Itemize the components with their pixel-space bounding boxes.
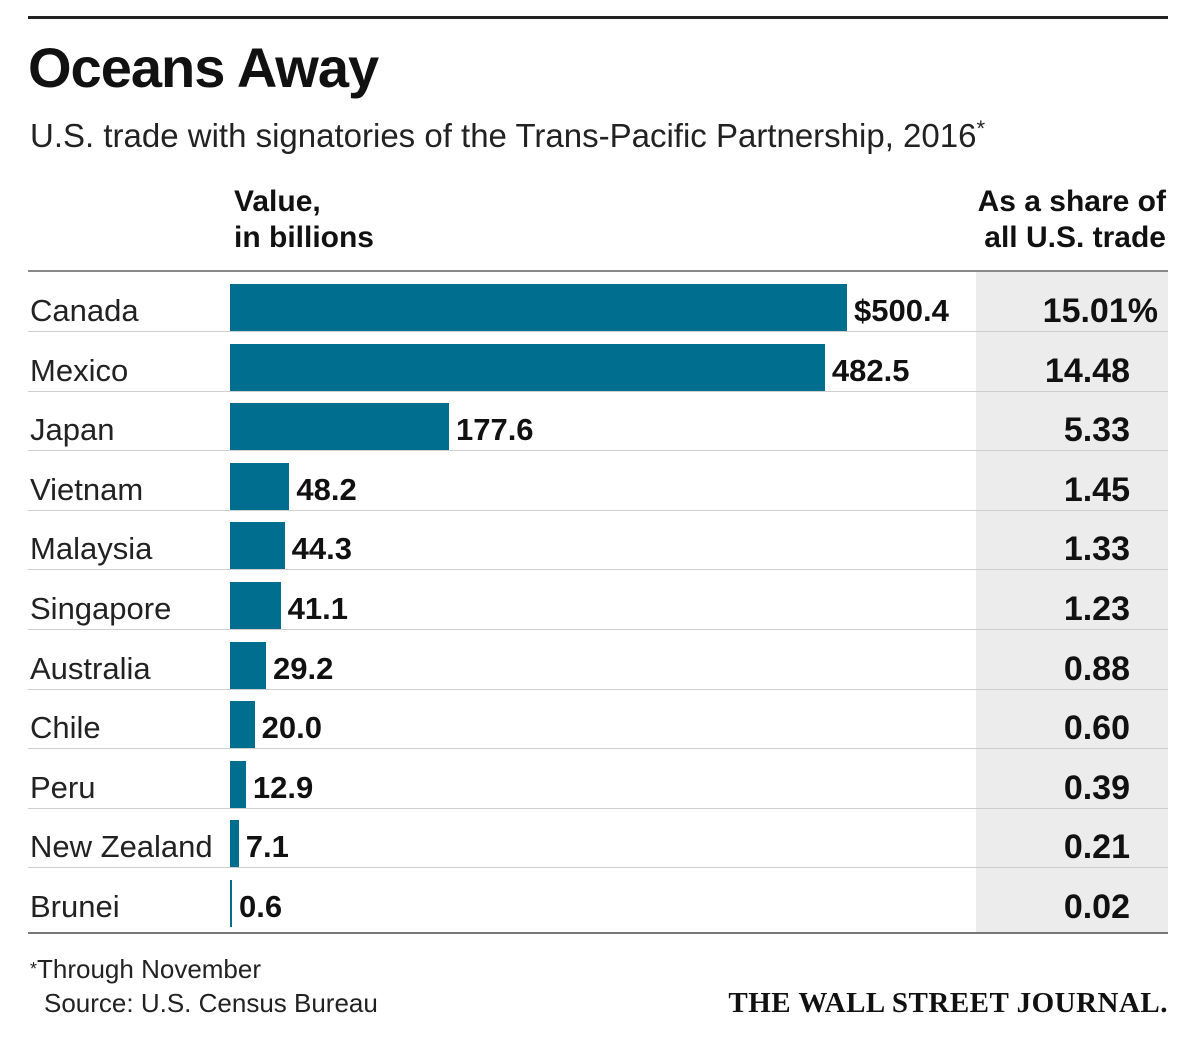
chart-row: Chile 20.0 0.60 [28,689,1168,750]
bottom-rule [28,932,1168,934]
bar [230,522,285,570]
category-label: Vietnam [30,471,144,507]
category-label: Japan [30,412,115,448]
value-label: 29.2 [273,650,334,686]
share-label: 1.23 [1063,590,1130,628]
bar [230,284,847,331]
chart-row: Mexico 482.5 14.48 [28,332,1168,392]
chart-row: New Zealand 7.1 0.21 [28,808,1168,869]
share-label: 5.33 [1063,411,1130,450]
chart-row: Japan 177.6 5.33 [28,391,1168,452]
value-column-header: Value, in billions [234,184,374,256]
category-label: Singapore [30,591,172,626]
category-label: Peru [30,769,96,805]
value-label: $500.4 [854,293,949,328]
source-line: Source: U.S. Census Bureau [44,988,378,1018]
share-label: 1.45 [1063,470,1130,509]
value-header-line2: in billions [234,221,374,254]
subtitle-text: U.S. trade with signatories of the Trans… [30,117,977,154]
chart-row: Canada $500.4 15.01% [28,272,1168,332]
value-label: 0.6 [239,889,283,924]
share-header-line1: As a share of [977,185,1166,218]
value-label: 41.1 [287,591,349,626]
share-label: 0.02 [1063,888,1130,926]
chart-row: Australia 29.2 0.88 [28,630,1168,690]
chart-row: Vietnam 48.2 1.45 [28,451,1168,511]
bar [230,701,255,749]
share-column-header: As a share of all U.S. trade [976,184,1166,256]
value-label: 48.2 [296,471,357,507]
bar [230,641,266,689]
category-label: Malaysia [30,531,153,567]
bar [230,820,239,868]
value-label: 7.1 [245,829,289,865]
chart-row: Peru 12.9 0.39 [28,749,1168,809]
subtitle-footnote-mark: * [976,116,986,141]
share-label: 14.48 [1044,351,1130,390]
category-label: Chile [30,710,101,746]
category-label: New Zealand [30,829,213,865]
bar [230,880,232,927]
share-label: 1.33 [1063,530,1130,569]
top-rule [28,16,1168,19]
footnote-mark: * [30,959,38,979]
value-label: 482.5 [831,352,910,388]
chart-subtitle: U.S. trade with signatories of the Trans… [30,116,985,156]
brand-logo: THE WALL STREET JOURNAL. [728,987,1168,1019]
chart-row: Singapore 41.1 1.23 [28,570,1168,630]
bar [230,343,825,391]
share-label: 0.21 [1063,828,1130,867]
bar [230,582,281,629]
share-label: 0.60 [1063,709,1130,748]
category-label: Brunei [30,889,120,924]
value-label: 20.0 [261,710,322,746]
share-label: 0.88 [1063,649,1130,688]
header-rule [28,270,1168,272]
bar [230,760,246,808]
value-label: 44.3 [291,531,352,567]
chart-row: Malaysia 44.3 1.33 [28,510,1168,571]
value-label: 177.6 [455,412,534,448]
chart-row: Brunei 0.6 0.02 [28,868,1168,927]
share-column-background [976,272,1168,932]
footnote-text: Through November [37,954,262,984]
share-header-line2: all U.S. trade [984,221,1166,254]
category-label: Australia [30,650,151,686]
category-label: Canada [30,293,139,328]
value-header-line1: Value, [234,185,321,218]
chart-title: Oceans Away [28,36,379,99]
value-label: 12.9 [252,769,314,805]
share-label: 0.39 [1063,768,1130,807]
bar [230,403,449,451]
share-label: 15.01% [1042,292,1158,330]
bar [230,462,290,510]
footnote: *Through November [30,952,261,986]
category-label: Mexico [30,352,129,388]
